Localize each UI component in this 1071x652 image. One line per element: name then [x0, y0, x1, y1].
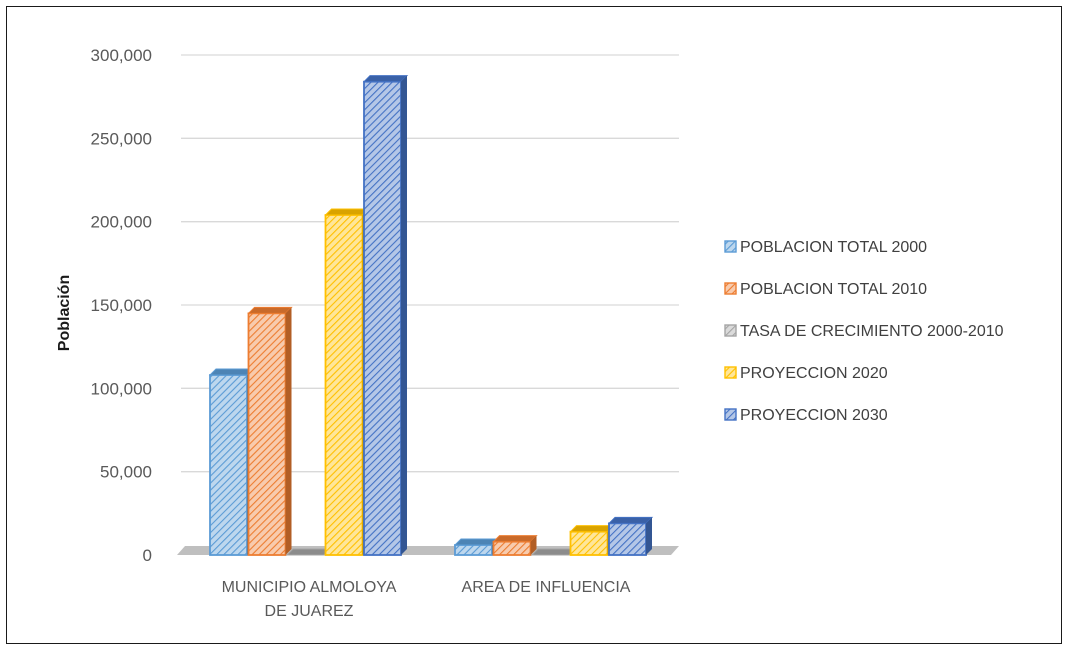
bar [247, 306, 293, 556]
y-tick-label: 50,000 [100, 463, 152, 482]
bar [362, 75, 409, 556]
legend-item: POBLACION TOTAL 2010 [724, 281, 927, 298]
legend-swatch [724, 366, 737, 379]
chart-frame: 0 50,000 100,000 150,000 200,000 250,000 300,0… [6, 6, 1062, 644]
y-tick-label: 150,000 [91, 296, 152, 315]
y-tick-label: 0 [143, 546, 152, 565]
legend-item: TASA DE CRECIMIENTO 2000-2010 [724, 323, 1004, 340]
bar [324, 208, 370, 556]
legend-label: POBLACION TOTAL 2000 [740, 239, 927, 256]
legend-item: POBLACION TOTAL 2000 [724, 239, 927, 256]
legend-item: PROYECCION 2020 [724, 365, 888, 382]
bars [208, 75, 654, 556]
legend-label: POBLACION TOTAL 2010 [740, 281, 927, 298]
legend-label: PROYECCION 2020 [740, 365, 888, 382]
y-tick-label: 100,000 [91, 379, 152, 398]
y-tick-label: 200,000 [91, 213, 152, 232]
x-tick-label: AREA DE INFLUENCIA [462, 579, 631, 596]
y-tick-label: 250,000 [91, 129, 152, 148]
bar [607, 516, 654, 556]
bar [208, 368, 255, 556]
bar [530, 548, 577, 556]
y-axis-title: Población [56, 275, 73, 351]
y-tick-label: 300,000 [91, 46, 152, 65]
legend-label: TASA DE CRECIMIENTO 2000-2010 [740, 323, 1004, 340]
y-axis-ticks: 0 50,000 100,000 150,000 200,000 250,000 300,0… [91, 46, 152, 565]
x-axis-labels: MUNICIPIO ALMOLOYA DE JUAREZ AREA DE INFLU… [222, 579, 631, 620]
legend: POBLACION TOTAL 2000 POBLACION TOTAL 2010… [724, 239, 1004, 424]
x-tick-label: DE JUAREZ [265, 603, 354, 620]
legend-swatch [724, 324, 737, 337]
legend-item: PROYECCION 2030 [724, 407, 888, 424]
legend-swatch [724, 408, 737, 421]
legend-swatch [724, 240, 737, 253]
bar [569, 525, 615, 556]
bar-chart: 0 50,000 100,000 150,000 200,000 250,000 300,0… [56, 46, 1004, 620]
bar [453, 538, 500, 556]
x-tick-label: MUNICIPIO ALMOLOYA [222, 579, 397, 596]
bar [492, 535, 538, 556]
legend-label: PROYECCION 2030 [740, 407, 888, 424]
bar [285, 548, 332, 556]
legend-swatch [724, 282, 737, 295]
